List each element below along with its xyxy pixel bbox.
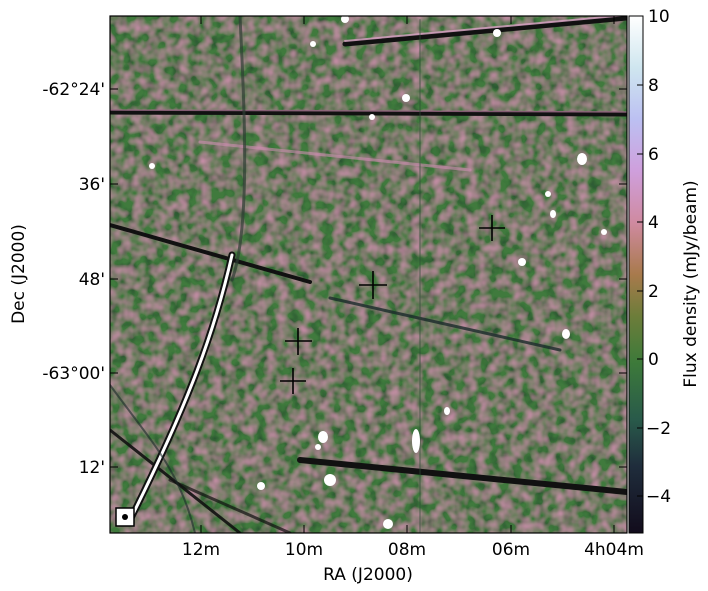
y-tick-label: -62°24' (42, 80, 105, 100)
artifact-streaks (110, 16, 627, 533)
beam-indicator (115, 507, 135, 527)
x-axis-title: RA (J2000) (323, 565, 413, 585)
y-axis-title: Dec (J2000) (9, 224, 29, 324)
point-sources (149, 16, 607, 529)
y-tick-label: -63°00' (42, 364, 105, 384)
colorbar: 10 8 6 4 2 0 −2 −4 Flux density (mJy/bea… (628, 7, 701, 534)
y-tick-marks (110, 88, 627, 468)
colorbar-tick-label: 8 (648, 76, 659, 96)
y-tick-label: 48' (79, 270, 105, 290)
colorbar-tick-label: 4 (648, 213, 659, 233)
y-tick-label: 36' (79, 175, 105, 195)
x-tick-label: 10m (285, 540, 323, 560)
x-tick-label: 08m (388, 540, 426, 560)
colorbar-tick-label: 2 (648, 282, 659, 302)
cross-marker (285, 328, 312, 355)
colorbar-tick-label: −2 (646, 419, 671, 439)
colorbar-title: Flux density (mJy/beam) (681, 180, 701, 387)
colorbar-tick-label: 6 (648, 145, 659, 165)
map-frame (109, 15, 628, 534)
cross-marker (280, 368, 306, 394)
colorbar-tick-label: −4 (646, 487, 671, 507)
cross-marker (359, 271, 387, 299)
source-markers (280, 215, 505, 394)
x-tick-marks (200, 16, 615, 533)
x-tick-label: 12m (182, 540, 220, 560)
radio-map (110, 16, 627, 533)
colorbar-tick-label: 0 (648, 350, 659, 370)
cross-marker (479, 215, 505, 241)
y-tick-label: 12' (79, 458, 105, 478)
x-tick-label: 4h04m (584, 540, 644, 560)
x-tick-label: 06m (492, 540, 530, 560)
colorbar-tick-label: 10 (648, 7, 670, 27)
